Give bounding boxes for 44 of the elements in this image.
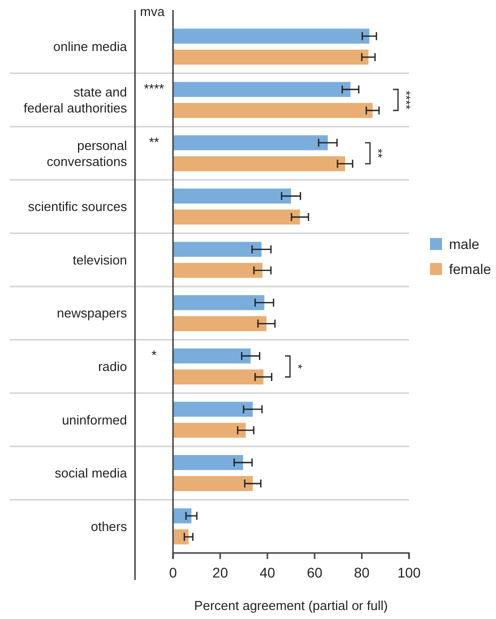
bar	[173, 210, 300, 225]
x-tick-label: 0	[169, 564, 178, 580]
annotation: *	[291, 364, 305, 370]
bar	[173, 242, 262, 257]
bar	[173, 295, 264, 310]
annotation: **	[371, 148, 385, 158]
y-tick-label: others	[90, 518, 128, 534]
y-tick-label: radio	[98, 358, 127, 374]
x-tick-label: 20	[212, 564, 228, 580]
bar	[173, 188, 291, 204]
bar	[173, 82, 350, 97]
y-tick-label: state and federal authorities	[24, 84, 128, 116]
annotation: ****	[399, 90, 413, 110]
bar	[173, 102, 373, 118]
y-tick-label: social media	[54, 466, 128, 481]
y-tick-label: online media	[53, 39, 128, 54]
legend-label: female	[449, 261, 492, 277]
y-tick-label: scientific sources	[28, 199, 128, 214]
bar	[173, 28, 370, 44]
bar	[173, 455, 244, 470]
y-tick-label: newspapers	[56, 306, 128, 321]
x-tick-label: 60	[306, 564, 323, 580]
bar	[173, 135, 328, 150]
bar	[173, 262, 262, 278]
y-tick-label: personal conversations	[46, 138, 128, 169]
x-tick-label: 80	[354, 564, 370, 580]
y-tick-label: uninformed	[62, 412, 127, 428]
text: ****	[144, 80, 164, 96]
y-tick-label: television	[72, 252, 127, 268]
bar	[173, 476, 253, 492]
text: **	[148, 134, 160, 150]
bar	[173, 422, 246, 438]
x-tick-label: 40	[260, 564, 276, 580]
x-tick-label: 100	[397, 564, 421, 580]
bar	[173, 156, 346, 172]
text: *	[151, 347, 157, 362]
text: mva	[140, 4, 166, 19]
bar	[173, 369, 264, 384]
bar	[173, 402, 253, 417]
legend-label: male	[449, 236, 480, 252]
bar	[173, 50, 368, 65]
bar	[173, 316, 266, 332]
x-axis-title: Percent agreement (partial or full)	[194, 598, 388, 613]
bar	[173, 348, 251, 364]
